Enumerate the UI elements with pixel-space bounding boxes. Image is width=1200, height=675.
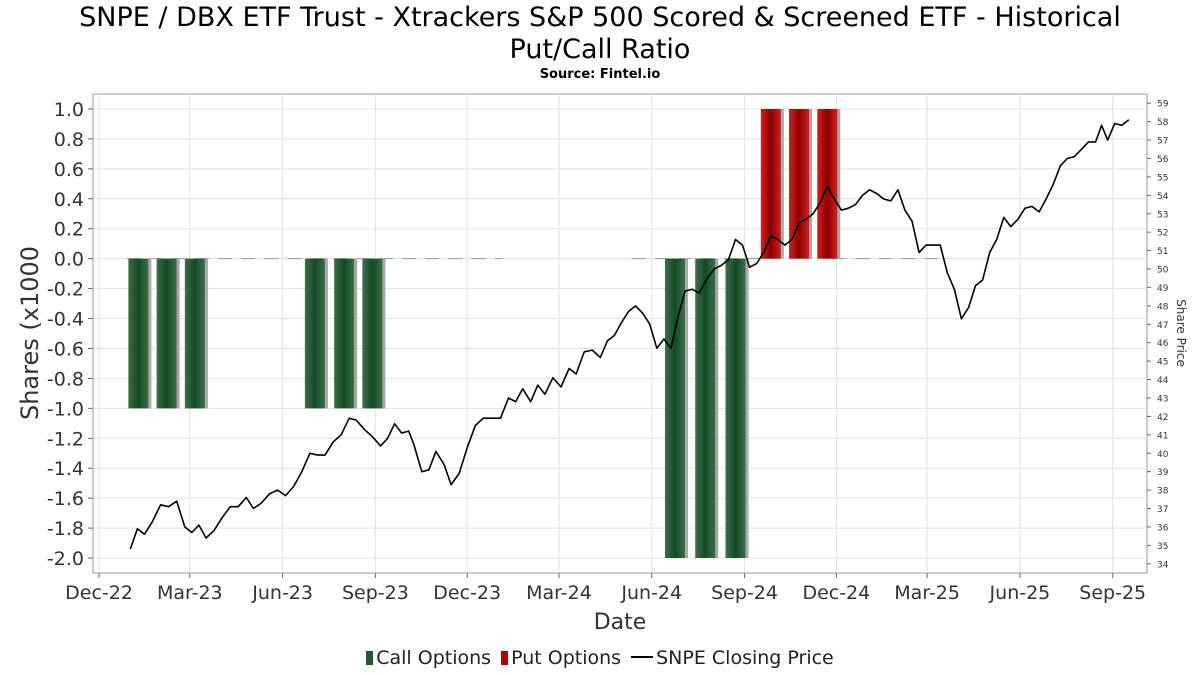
x-tick-label: Dec-24: [802, 582, 870, 604]
y2-tick-label: 48: [1157, 302, 1169, 312]
call-bar: [184, 258, 205, 409]
y2-tick-label: 40: [1157, 450, 1169, 460]
grid-lines: [93, 94, 1147, 573]
put-bar: [760, 108, 781, 259]
y-tick-label: -1.0: [47, 398, 84, 420]
y-tick-label: -1.6: [47, 488, 84, 510]
y2-tick-label: 53: [1157, 210, 1168, 220]
y2-tick-label: 34: [1157, 560, 1169, 570]
call-bar: [664, 258, 685, 559]
y2-tick-label: 52: [1157, 229, 1168, 239]
chart-legend: Call Options Put Options SNPE Closing Pr…: [0, 647, 1200, 669]
y-tick-label: 0.0: [54, 249, 84, 271]
y2-tick-label: 35: [1157, 542, 1168, 552]
y2-tick-label: 56: [1157, 155, 1169, 165]
chart-subtitle: Source: Fintel.io: [539, 67, 661, 82]
x-tick-label: Jun-23: [251, 582, 313, 604]
x-tick-label: Jun-24: [620, 582, 682, 604]
plot-area: [92, 93, 1148, 574]
y2-tick-label: 41: [1157, 431, 1168, 441]
y2-tick-label: 58: [1157, 118, 1169, 128]
legend-call-label: Call Options: [376, 647, 492, 669]
legend-price-label: SNPE Closing Price: [656, 647, 834, 669]
call-bar: [362, 258, 383, 409]
y-tick-label: 0.4: [54, 189, 84, 211]
y2-tick-label: 45: [1157, 358, 1168, 368]
y2-tick-label: 39: [1157, 468, 1169, 478]
y-axis-label: Shares (x1000: [16, 246, 44, 420]
call-bar: [334, 258, 355, 409]
x-tick-label: Dec-23: [433, 582, 501, 604]
x-axis-ticks: Dec-22 Mar-23 Jun-23 Sep-23 Dec-23 Mar-24 Jun-…: [65, 573, 1146, 604]
y2-tick-label: 49: [1157, 284, 1169, 294]
y-tick-label: -1.4: [47, 458, 84, 480]
y2-tick-label: 37: [1157, 505, 1168, 515]
y2-tick-label: 55: [1157, 173, 1168, 183]
x-axis-label: Date: [594, 610, 647, 635]
call-bar: [725, 258, 746, 559]
legend-put-label: Put Options: [511, 647, 622, 669]
y-tick-label: 0.8: [54, 129, 84, 151]
y-axis-ticks: 1.0 0.8 0.6 0.4 0.2 0.0 -0.2 -0.4 -0.6 -0.8 -1.0 -1…: [47, 99, 93, 570]
legend-price-swatch: [631, 656, 654, 658]
x-tick-label: Mar-24: [526, 582, 592, 604]
y-tick-label: -0.6: [47, 338, 84, 360]
legend-call-options: Call Options: [366, 647, 491, 669]
x-tick-label: Dec-22: [65, 582, 133, 604]
x-tick-label: Jun-25: [989, 582, 1051, 604]
chart-title-line-1: SNPE / DBX ETF Trust - Xtrackers S&P 500…: [79, 2, 1121, 33]
chart-title-line-2: Put/Call Ratio: [509, 34, 691, 65]
y2-tick-label: 46: [1157, 339, 1169, 349]
y-tick-label: -0.2: [47, 279, 84, 301]
bars-group: [128, 108, 841, 559]
y2-axis-ticks: 59 58 57 56 55 54 53 52 51 50 49 48 47 46 45 44 43 42 41 40…: [1147, 100, 1169, 570]
chart-title: SNPE / DBX ETF Trust - Xtrackers S&P 500…: [0, 2, 1200, 66]
price-line: [129, 119, 1130, 550]
y-tick-label: 0.2: [54, 219, 84, 241]
x-tick-label: Sep-24: [711, 582, 778, 604]
legend-put-options: Put Options: [501, 647, 621, 669]
y-tick-label: -1.8: [47, 518, 84, 540]
call-bar: [304, 258, 325, 409]
price-line-group: [129, 119, 1130, 550]
y-tick-label: -1.2: [47, 428, 84, 450]
y-tick-label: -0.4: [47, 309, 84, 331]
legend-put-swatch: [501, 651, 509, 665]
call-bar: [128, 258, 149, 409]
y2-tick-label: 44: [1157, 376, 1169, 386]
y-tick-label: -2.0: [47, 548, 84, 570]
call-bar: [156, 258, 177, 409]
y2-tick-label: 51: [1157, 247, 1168, 257]
y-tick-label: 0.6: [54, 159, 84, 181]
y2-tick-label: 59: [1157, 100, 1169, 110]
y2-tick-label: 42: [1157, 413, 1168, 423]
x-tick-label: Mar-23: [157, 582, 223, 604]
y2-tick-label: 47: [1157, 321, 1168, 331]
y2-tick-label: 36: [1157, 523, 1169, 533]
legend-closing-price: SNPE Closing Price: [631, 647, 834, 669]
y2-tick-label: 54: [1157, 192, 1169, 202]
y-tick-label: 1.0: [54, 99, 84, 121]
x-tick-label: Mar-25: [894, 582, 960, 604]
y2-tick-label: 38: [1157, 487, 1169, 497]
y2-tick-label: 43: [1157, 394, 1168, 404]
put-bar: [817, 108, 838, 259]
y2-tick-label: 50: [1157, 266, 1169, 276]
y2-tick-label: 57: [1157, 137, 1168, 147]
y-tick-label: -0.8: [47, 368, 84, 390]
call-bar: [695, 258, 716, 559]
x-tick-label: Sep-23: [342, 582, 409, 604]
y2-axis-label: Share Price: [1174, 299, 1188, 367]
x-tick-label: Sep-25: [1079, 582, 1146, 604]
put-bar: [789, 108, 810, 259]
legend-call-swatch: [366, 651, 374, 665]
